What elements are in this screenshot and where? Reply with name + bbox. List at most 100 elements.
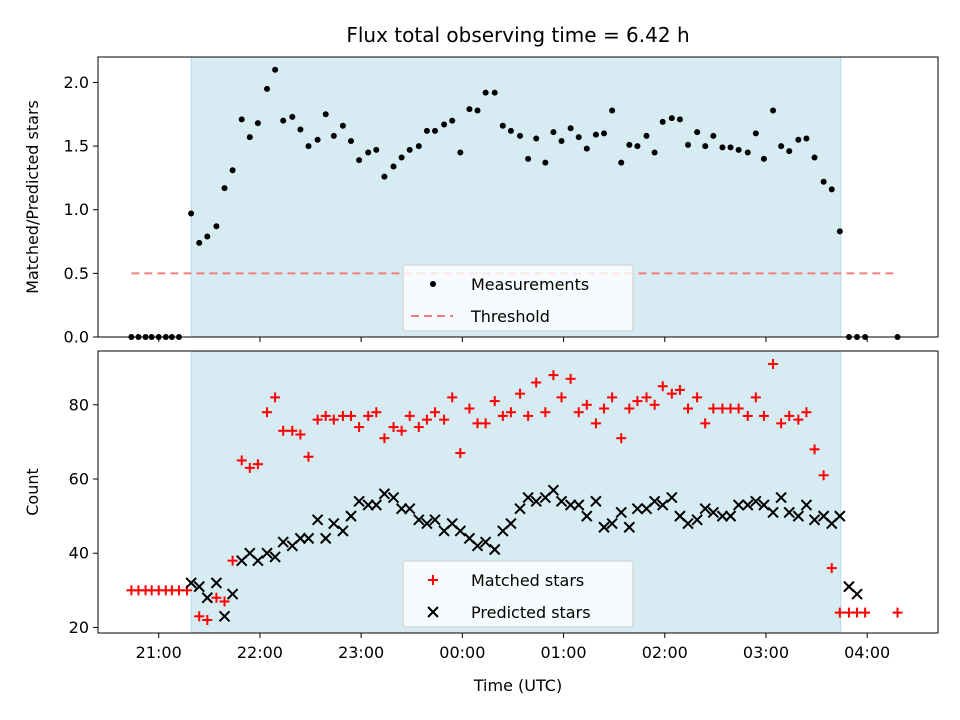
predicted-star-point [648, 495, 661, 507]
legend-swatch [427, 606, 439, 618]
y-tick-label: 2.0 [64, 73, 89, 92]
predicted-star-point [623, 521, 636, 533]
matched-star-point [784, 410, 795, 421]
matched-star-point [649, 399, 660, 410]
predicted-star-point [387, 491, 400, 504]
measurement-point [592, 131, 599, 138]
measurement-point [415, 143, 422, 150]
legend-label: Matched stars [471, 571, 584, 590]
matched-star-point [834, 607, 845, 618]
matched-star-point [531, 377, 542, 388]
matched-star-point [616, 433, 627, 444]
predicted-star-point [657, 499, 669, 511]
matched-star-point [278, 425, 289, 436]
x-tick-label: 04:00 [844, 643, 890, 662]
matched-star-point [404, 410, 415, 421]
predicted-star-point [615, 506, 627, 519]
predicted-star-point [404, 502, 416, 515]
predicted-star-point [716, 510, 729, 522]
matched-star-point [480, 418, 491, 429]
predicted-star-point [800, 499, 813, 511]
matched-star-point [455, 448, 466, 459]
predicted-star-point [421, 517, 433, 530]
predicted-star-point [598, 521, 610, 533]
matched-star-point [758, 410, 769, 421]
matched-star-point [581, 399, 592, 410]
measurement-point [811, 154, 818, 161]
predicted-star-point [750, 495, 762, 507]
predicted-star-point [353, 495, 365, 507]
matched-star-point [632, 396, 643, 407]
x-tick-label: 22:00 [237, 643, 283, 662]
y-tick-label: 0.5 [64, 264, 89, 283]
matched-star-point [413, 422, 424, 433]
matched-star-point [657, 381, 668, 392]
measurement-point [390, 163, 397, 170]
measurement-point [297, 126, 304, 133]
measurement-point [685, 141, 692, 148]
measurement-point [491, 89, 498, 96]
predicted-star-point [226, 588, 239, 600]
predicted-star-point [395, 502, 408, 515]
matched-star-point [733, 403, 744, 414]
y-tick-label: 1.5 [64, 137, 89, 156]
measurement-point [626, 141, 633, 148]
matched-star-point [515, 388, 526, 399]
predicted-star-point [479, 536, 492, 548]
y-tick-label: 60 [69, 470, 89, 489]
matched-star-point [692, 392, 703, 403]
top-panel-ylabel: Matched/Predicted stars [23, 100, 42, 294]
predicted-star-point [699, 502, 711, 515]
predicted-star-point [277, 536, 289, 548]
predicted-star-point [555, 495, 568, 507]
predicted-star-point [573, 499, 585, 511]
matched-star-point [430, 407, 441, 418]
matched-star-point [244, 462, 255, 473]
matched-star-point [354, 422, 365, 433]
matched-star-point [742, 410, 753, 421]
legend-box [402, 264, 634, 332]
measurement-point [289, 113, 296, 120]
predicted-star-point [294, 532, 307, 545]
matched-star-point [346, 410, 357, 421]
matched-star-point [227, 555, 238, 566]
matched-star-point [540, 407, 551, 418]
matched-star-point [312, 414, 323, 425]
predicted-star-point [311, 514, 324, 526]
matched-star-point [236, 455, 247, 466]
measurement-point [567, 125, 574, 132]
predicted-star-point [302, 532, 315, 545]
measurement-point [786, 148, 793, 155]
measurement-point [348, 138, 355, 144]
legend-entry: Threshold [411, 307, 550, 326]
measurement-point [221, 185, 228, 192]
matched-star-point [768, 358, 779, 369]
matched-star-point [371, 407, 382, 418]
measurement-point [339, 122, 346, 129]
matched-star-point [497, 410, 508, 421]
measurement-point [836, 228, 843, 235]
matched-star-point [750, 392, 761, 403]
measurement-point [423, 127, 430, 134]
predicted-star-point [514, 502, 526, 515]
predicted-star-point [320, 532, 332, 545]
measurement-point [432, 127, 439, 134]
matched-star-point [295, 429, 306, 440]
legend-entry: Measurements [430, 275, 589, 294]
measurement-point [601, 130, 608, 137]
predicted-star-point [707, 506, 720, 519]
matched-star-point [202, 615, 213, 626]
matched-star-point [666, 388, 677, 399]
predicted-star-point [337, 525, 349, 537]
legend-label: Measurements [471, 275, 589, 294]
predicted-star-point [808, 514, 821, 526]
matched-star-point [363, 410, 374, 421]
measurement-point [246, 134, 253, 141]
measurement-point [752, 130, 759, 137]
measurement-point [659, 118, 666, 125]
matched-star-point [262, 407, 273, 418]
bottom-panel-ylabel: Count [23, 468, 42, 516]
legend-label: Threshold [470, 307, 550, 326]
matched-star-point [590, 418, 601, 429]
y-tick-label: 1.0 [64, 200, 89, 219]
